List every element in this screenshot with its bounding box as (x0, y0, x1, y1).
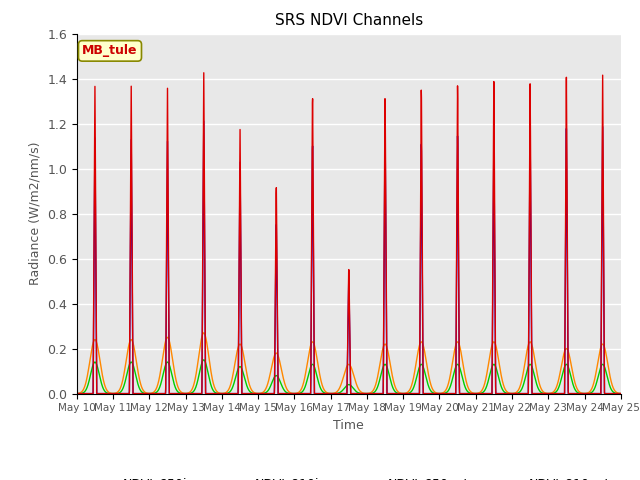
NDVI_650in (73, 391, 81, 396)
NDVI_810in (548, 391, 556, 396)
Legend: NDVI_650in, NDVI_810in, NDVI_650out, NDVI_810out: NDVI_650in, NDVI_810in, NDVI_650out, NDV… (83, 472, 615, 480)
NDVI_810out (607, 374, 614, 380)
NDVI_650out (617, 391, 625, 396)
NDVI_650out (607, 384, 614, 390)
NDVI_810out (135, 373, 143, 379)
NDVI_810in (607, 391, 614, 396)
NDVI_650out (548, 391, 556, 396)
NDVI_650in (607, 391, 614, 396)
Line: NDVI_810out: NDVI_810out (77, 333, 621, 394)
NDVI_650in (200, 70, 207, 76)
NDVI_650in (167, 391, 175, 396)
NDVI_650in (135, 391, 143, 396)
Line: NDVI_650in: NDVI_650in (77, 73, 621, 394)
NDVI_810in (135, 391, 143, 396)
NDVI_650in (548, 391, 556, 396)
Line: NDVI_810in: NDVI_810in (77, 121, 621, 394)
NDVI_810out (167, 348, 175, 353)
NDVI_650out (167, 369, 175, 374)
NDVI_650out (200, 357, 207, 363)
NDVI_810out (548, 390, 556, 396)
NDVI_650out (305, 369, 313, 375)
NDVI_810out (282, 383, 289, 389)
Line: NDVI_650out: NDVI_650out (77, 360, 621, 394)
NDVI_810in (73, 391, 81, 396)
NDVI_650in (305, 391, 313, 396)
NDVI_810in (305, 391, 313, 396)
NDVI_650out (73, 391, 81, 396)
NDVI_650out (135, 384, 143, 390)
NDVI_810in (617, 391, 625, 396)
X-axis label: Time: Time (333, 419, 364, 432)
Text: MB_tule: MB_tule (82, 44, 138, 58)
NDVI_650out (282, 389, 289, 395)
Title: SRS NDVI Channels: SRS NDVI Channels (275, 13, 423, 28)
NDVI_810in (282, 391, 289, 396)
NDVI_650in (617, 391, 625, 396)
NDVI_810in (167, 391, 175, 396)
NDVI_810out (73, 391, 81, 396)
NDVI_810in (200, 118, 207, 124)
NDVI_810out (200, 330, 207, 336)
NDVI_650in (282, 391, 289, 396)
NDVI_810out (305, 349, 313, 355)
NDVI_810out (617, 391, 625, 396)
Y-axis label: Radiance (W/m2/nm/s): Radiance (W/m2/nm/s) (29, 142, 42, 285)
